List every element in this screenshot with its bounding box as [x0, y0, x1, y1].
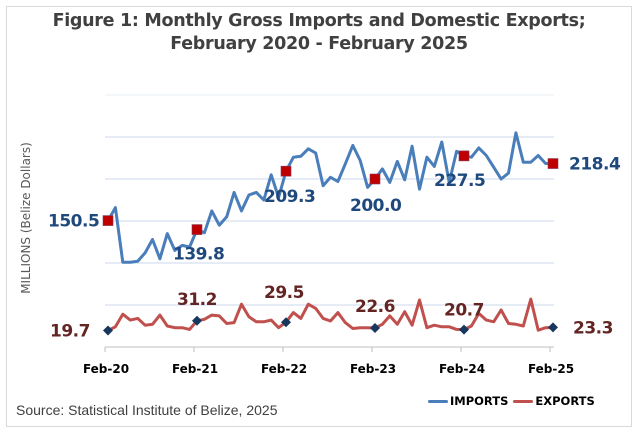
chart-title-line-2: February 2020 - February 2025 — [170, 34, 468, 54]
exports-marker — [103, 325, 113, 336]
exports-data-label: 23.3 — [573, 318, 613, 338]
exports-marker — [459, 324, 469, 335]
exports-data-label: 20.7 — [444, 301, 484, 321]
legend-label-exports: EXPORTS — [535, 394, 595, 408]
imports-marker — [458, 150, 470, 162]
legend-item-imports[interactable]: IMPORTS — [428, 394, 508, 408]
exports-data-label: 31.2 — [177, 290, 217, 310]
x-tick-label: Feb-21 — [172, 362, 218, 376]
chart-title: Figure 1: Monthly Gross Imports and Dome… — [0, 10, 638, 56]
gridlines — [105, 94, 554, 306]
x-tick-label: Feb-25 — [528, 362, 574, 376]
imports-marker — [547, 158, 559, 169]
x-tick-labels: Feb-20 Feb-21 Feb-22 Feb-23 Feb-24 Feb-25 — [83, 362, 574, 376]
imports-data-label: 227.5 — [434, 171, 485, 191]
imports-marker — [102, 215, 114, 226]
legend-swatch-imports — [428, 399, 448, 403]
series-line-exports — [106, 297, 555, 332]
exports-marker — [370, 323, 380, 334]
legend-item-exports[interactable]: EXPORTS — [513, 394, 595, 408]
imports-data-label: 209.3 — [264, 187, 315, 207]
imports-data-label: 139.8 — [173, 245, 224, 265]
chart-title-line-1: Figure 1: Monthly Gross Imports and Dome… — [52, 11, 586, 31]
exports-marker — [281, 317, 291, 328]
exports-data-label: 29.5 — [264, 283, 304, 303]
exports-marker — [192, 315, 202, 326]
legend-swatch-exports — [513, 399, 534, 403]
imports-data-label: 218.4 — [569, 155, 621, 175]
x-tick-label: Feb-22 — [261, 362, 307, 376]
legend-label-imports: IMPORTS — [450, 394, 509, 408]
imports-marker — [369, 173, 381, 185]
imports-data-label: 200.0 — [350, 196, 402, 216]
exports-marker — [548, 322, 558, 333]
exports-data-label: 22.6 — [355, 297, 395, 317]
source-note: Source: Statistical Institute of Belize,… — [16, 402, 278, 418]
imports-marker — [191, 224, 203, 235]
series-markers — [102, 150, 559, 336]
x-tick-label: Feb-20 — [83, 362, 129, 376]
imports-marker — [280, 165, 292, 177]
x-tick-label: Feb-23 — [350, 362, 396, 376]
data-labels: 150.5 139.8 209.3 200.0 227.5 218.4 19.7 31.2 29… — [48, 155, 621, 342]
x-tick-label: Feb-24 — [439, 362, 485, 376]
imports-data-label: 150.5 — [48, 212, 99, 232]
series-lines — [106, 131, 555, 332]
x-axis — [104, 346, 554, 352]
series-line-imports — [106, 131, 555, 264]
legend: IMPORTS EXPORTS — [428, 394, 600, 408]
exports-data-label: 19.7 — [50, 321, 90, 341]
